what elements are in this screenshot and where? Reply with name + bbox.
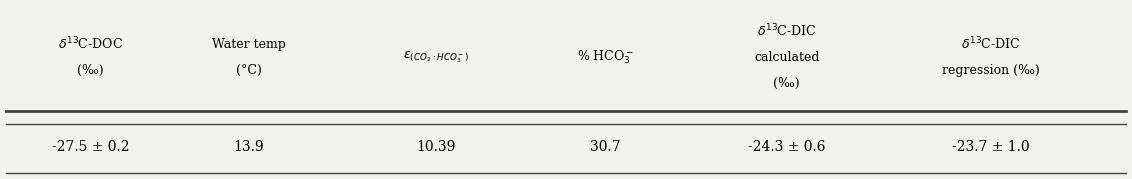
Text: -23.7 ± 1.0: -23.7 ± 1.0 [952, 140, 1029, 154]
Text: calculated: calculated [754, 51, 820, 64]
Text: $\delta^{13}$C-DIC: $\delta^{13}$C-DIC [757, 23, 816, 40]
Text: 10.39: 10.39 [417, 140, 455, 154]
Text: -24.3 ± 0.6: -24.3 ± 0.6 [748, 140, 825, 154]
Text: 13.9: 13.9 [233, 140, 265, 154]
Text: $\delta^{13}$C-DIC: $\delta^{13}$C-DIC [961, 36, 1020, 53]
Text: % HCO$_3^-$: % HCO$_3^-$ [577, 49, 634, 66]
Text: -27.5 ± 0.2: -27.5 ± 0.2 [52, 140, 129, 154]
Text: $\delta^{13}$C-DOC: $\delta^{13}$C-DOC [58, 36, 123, 53]
Text: (‰): (‰) [773, 77, 800, 90]
Text: 30.7: 30.7 [590, 140, 621, 154]
Text: (‰): (‰) [77, 64, 104, 77]
Text: $\varepsilon_{(CO_2\cdot HCO_3^-)}$: $\varepsilon_{(CO_2\cdot HCO_3^-)}$ [403, 50, 469, 65]
Text: Water temp: Water temp [212, 38, 286, 51]
Text: (°C): (°C) [237, 64, 261, 77]
Text: regression (‰): regression (‰) [942, 64, 1039, 77]
